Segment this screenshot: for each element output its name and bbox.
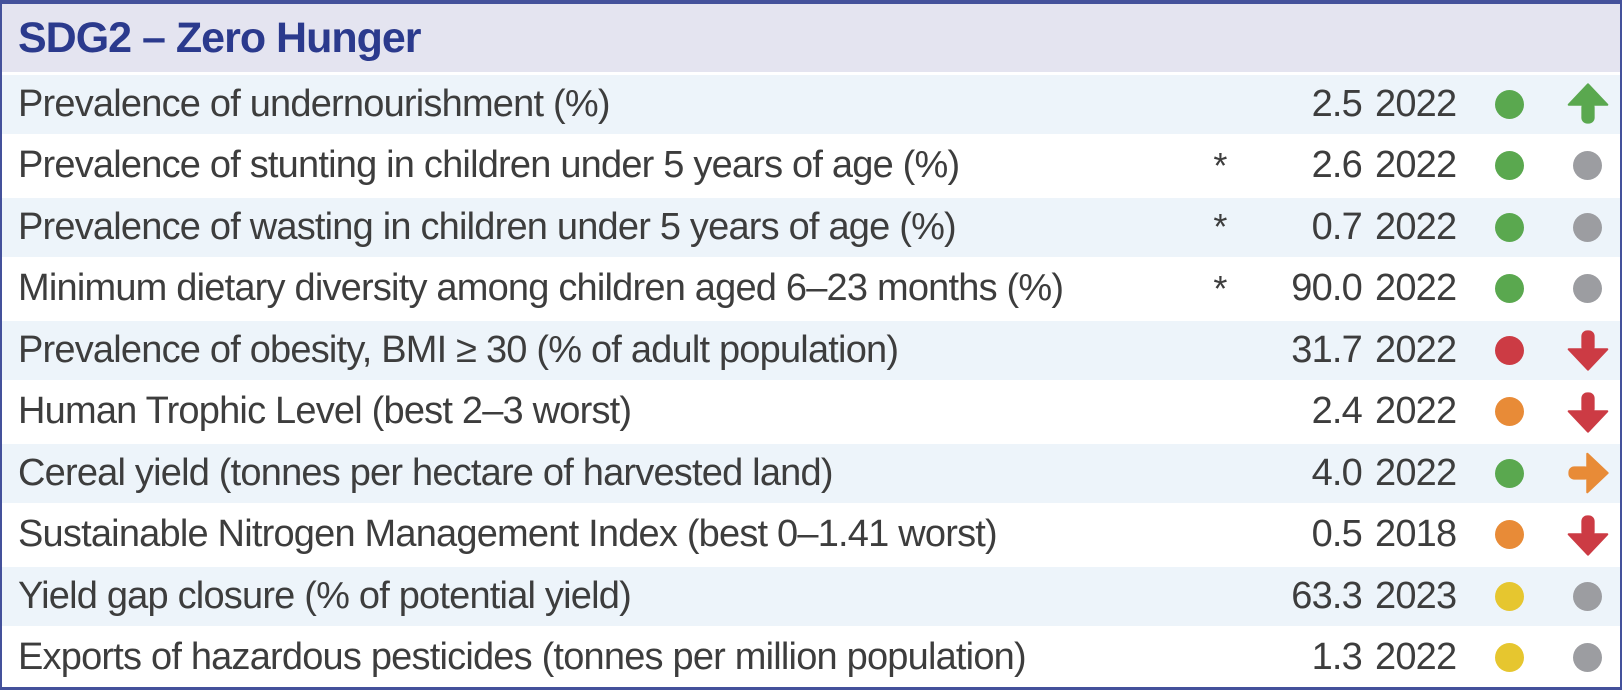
rating-cell [1462,397,1557,427]
rating-dot [1495,151,1524,181]
indicator-row: Sustainable Nitrogen Management Index (b… [2,505,1620,564]
trend-down-arrow-icon [1567,330,1608,371]
indicator-year: 2023 [1375,574,1457,617]
indicator-row: Prevalence of obesity, BMI ≥ 30 (% of ad… [2,318,1620,383]
indicator-label: Human Trophic Level (best 2–3 worst) [18,390,632,433]
rating-cell [1462,212,1557,242]
indicator-row: Prevalence of stunting in children under… [2,136,1620,195]
rating-cell [1462,520,1557,550]
indicator-year: 2022 [1375,390,1457,433]
indicator-label: Yield gap closure (% of potential yield) [18,574,632,617]
rating-dot [1495,89,1524,119]
indicator-value: 0.5 [1311,513,1362,556]
imputed-data-asterisk: * [1213,267,1227,309]
indicator-value: 1.3 [1311,636,1362,679]
indicator-year: 2022 [1375,636,1457,679]
rating-dot [1495,581,1524,611]
indicator-rows: Prevalence of undernourishment (%) 2.5 2… [2,72,1620,687]
indicator-label: Prevalence of wasting in children under … [18,205,957,248]
trend-stagnant-dot-icon [1573,212,1602,242]
rating-cell [1462,581,1557,611]
trend-cell [1557,391,1620,433]
trend-stagnant-dot-icon [1573,581,1602,611]
imputed-data-asterisk: * [1213,206,1227,248]
indicator-year: 2018 [1375,513,1457,556]
indicator-year: 2022 [1375,82,1457,125]
rating-cell [1462,274,1557,304]
indicator-year: 2022 [1375,144,1457,187]
trend-cell [1557,643,1620,673]
indicator-row: Minimum dietary diversity among children… [2,259,1620,318]
rating-cell [1462,335,1557,365]
rating-dot [1495,274,1524,304]
goal-title: SDG2 – Zero Hunger [18,13,422,62]
trend-cell [1557,83,1620,125]
trend-cell [1557,581,1620,611]
indicator-year: 2022 [1375,205,1457,248]
indicator-row: Cereal yield (tonnes per hectare of harv… [2,441,1620,506]
indicator-label: Cereal yield (tonnes per hectare of harv… [18,451,833,494]
indicator-label: Prevalence of undernourishment (%) [18,82,610,125]
indicator-year: 2022 [1375,328,1457,371]
indicator-label: Minimum dietary diversity among children… [18,267,1064,310]
trend-cell [1557,514,1620,556]
indicator-row: Prevalence of wasting in children under … [2,195,1620,260]
rating-cell [1462,458,1557,488]
rating-dot [1495,643,1524,673]
indicator-row: Exports of hazardous pesticides (tonnes … [2,628,1620,687]
trend-up-arrow-icon [1567,83,1608,124]
trend-stagnant-dot-icon [1573,643,1602,673]
imputed-data-asterisk: * [1213,144,1227,186]
trend-cell [1557,274,1620,304]
indicator-value: 4.0 [1311,451,1362,494]
indicator-label: Prevalence of obesity, BMI ≥ 30 (% of ad… [18,328,899,371]
indicator-value: 2.6 [1311,144,1362,187]
trend-stagnant-dot-icon [1573,151,1602,181]
indicator-value: 0.7 [1311,205,1362,248]
trend-stagnant-dot-icon [1573,274,1602,304]
indicator-value: 90.0 [1291,267,1362,310]
rating-dot [1495,397,1524,427]
rating-dot [1495,335,1524,365]
trend-cell [1557,452,1620,494]
trend-cell [1557,212,1620,242]
trend-right-arrow-icon [1567,452,1609,494]
rating-dot [1495,520,1524,550]
rating-dot [1495,458,1524,488]
goal-header: SDG2 – Zero Hunger [2,4,1620,72]
trend-down-arrow-icon [1567,392,1608,433]
indicator-value: 2.5 [1311,82,1362,125]
indicator-value: 31.7 [1291,328,1362,371]
trend-cell [1557,329,1620,371]
trend-cell [1557,151,1620,181]
indicator-year: 2022 [1375,267,1457,310]
indicator-value: 63.3 [1291,574,1362,617]
indicator-label: Exports of hazardous pesticides (tonnes … [18,636,1027,679]
rating-cell [1462,151,1557,181]
indicator-row: Yield gap closure (% of potential yield)… [2,564,1620,629]
indicator-year: 2022 [1375,451,1457,494]
indicator-row: Prevalence of undernourishment (%) 2.5 2… [2,72,1620,137]
rating-dot [1495,212,1524,242]
indicator-label: Prevalence of stunting in children under… [18,144,960,187]
rating-cell [1462,643,1557,673]
indicator-label: Sustainable Nitrogen Management Index (b… [18,513,998,556]
rating-cell [1462,89,1557,119]
indicator-value: 2.4 [1311,390,1362,433]
trend-down-arrow-icon [1567,515,1608,556]
indicator-row: Human Trophic Level (best 2–3 worst) 2.4… [2,382,1620,441]
